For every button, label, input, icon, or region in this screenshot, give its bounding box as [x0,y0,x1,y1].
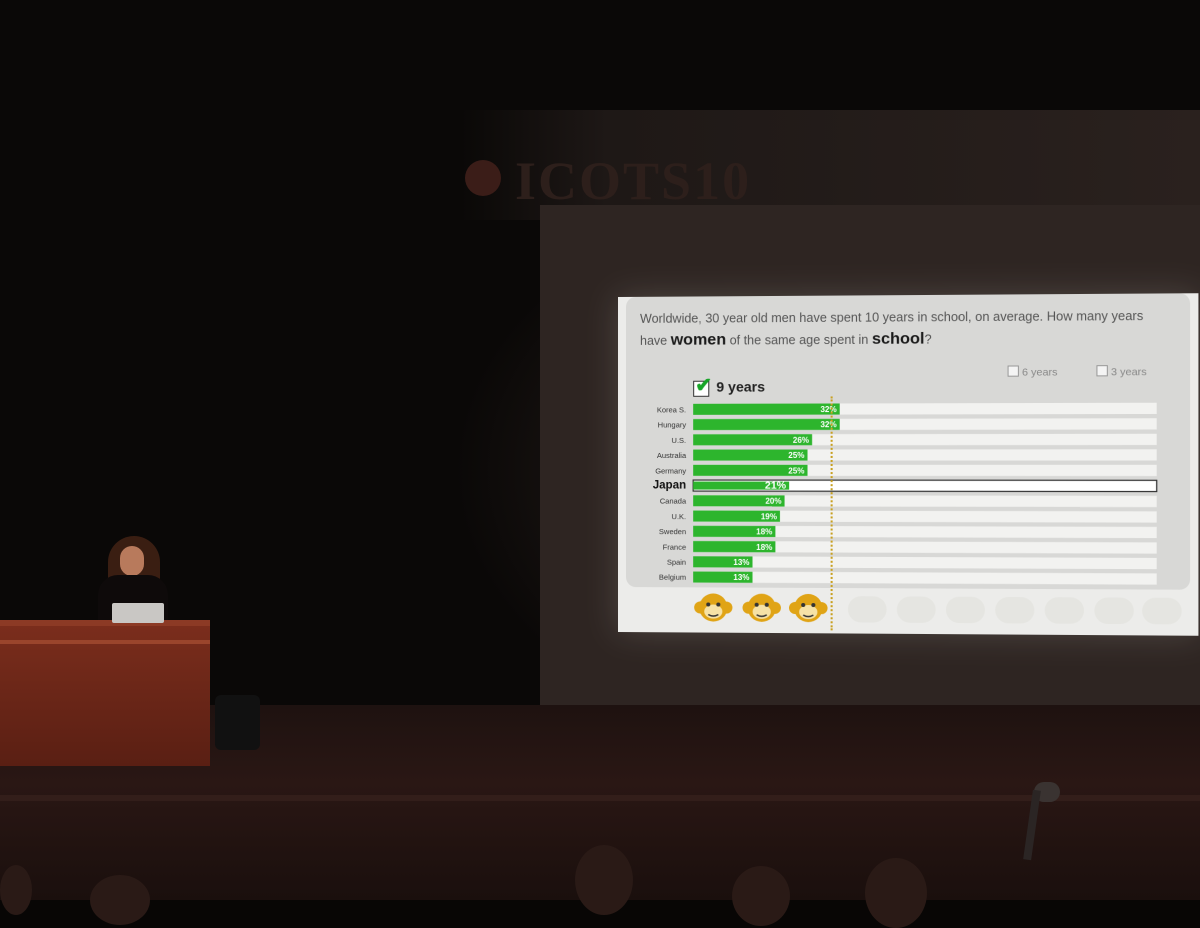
bar-value-label: 13% [733,558,749,567]
bar-track [693,572,1157,585]
conference-banner-title: ICOTS10 [515,150,751,212]
bar-value-label: 26% [793,436,809,445]
bar-value-label: 20% [765,497,781,506]
faded-monkey-icon [995,597,1034,624]
monkey-icon [789,592,828,624]
bar-hungary [693,419,840,430]
audience-head [90,875,150,925]
presentation-slide: Worldwide, 30 year old men have spent 10… [618,293,1198,636]
bar-korea-s- [693,403,840,414]
audience-head [732,866,790,926]
bar-value-label: 18% [756,527,772,536]
bar-value-label: 19% [761,512,777,521]
bar-value-label: 21% [765,481,787,492]
speaker-face [120,546,144,576]
bar-value-label: 32% [820,420,836,429]
category-label: France [663,542,686,551]
category-label: Australia [657,451,687,460]
faded-monkey-icon [1142,598,1182,625]
category-label: Hungary [658,421,687,430]
category-label: Sweden [659,527,686,536]
audience-head [575,845,633,915]
category-label: Canada [660,497,687,506]
laptop [112,603,164,623]
category-label: U.K. [672,512,687,521]
category-label: Korea S. [657,405,686,414]
faded-monkey-icon [897,596,936,623]
bag [215,695,260,750]
podium-trim [0,640,210,644]
audience-head [0,865,32,915]
bar-value-label: 32% [820,405,836,414]
category-label: Spain [667,558,686,567]
faded-monkey-icon [848,596,887,622]
faded-monkey-icon [1045,597,1084,624]
bar-track [693,556,1157,569]
monkey-icon [694,591,732,623]
category-label: Germany [655,466,686,475]
audience-head [865,858,927,928]
bar-value-label: 18% [756,543,772,552]
category-label: Belgium [659,573,686,582]
category-label: Japan [653,480,686,492]
bar-value-label: 25% [788,451,804,460]
bar-chart: 32% Korea S. 32% Hungary 26% U.S. 25% Australia… [618,293,1198,636]
category-label: U.S. [672,436,687,445]
monkey-icon-row [618,589,1198,633]
monkey-icon [743,592,781,624]
bar-value-label: 13% [733,573,749,582]
bar-value-label: 25% [788,466,804,475]
faded-monkey-icon [946,597,985,624]
stage-edge [0,795,1200,801]
conference-logo-icon [465,160,501,196]
faded-monkey-icon [1094,597,1133,624]
